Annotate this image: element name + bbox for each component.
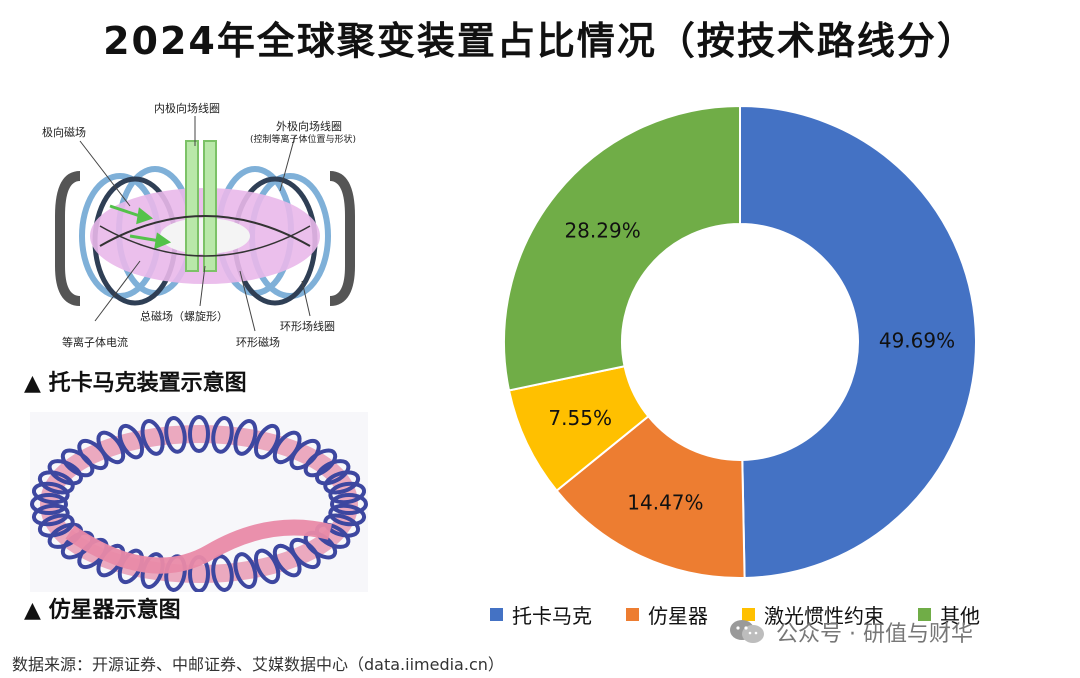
stellarator-coil xyxy=(303,448,338,478)
slice-label: 28.29% xyxy=(564,218,640,242)
legend-swatch xyxy=(918,608,931,621)
legend-label: 激光惯性约束 xyxy=(764,604,884,628)
tokamak-caption: ▲ 托卡马克装置示意图 xyxy=(24,371,247,396)
stellarator-coil xyxy=(117,423,145,460)
stellarator-illustration xyxy=(30,415,368,593)
stellarator-coil xyxy=(31,481,70,505)
stellarator-caption: ▲ 仿星器示意图 xyxy=(24,598,181,623)
label-inner-coil: 内极向场线圈 xyxy=(154,102,220,115)
wechat-icon xyxy=(730,620,764,643)
stellarator-coil xyxy=(188,415,210,453)
tokamak-diagram: 内极向场线圈 外极向场线圈 (控制等离子体位置与形状) 极向磁场 总磁场（螺旋形… xyxy=(40,96,370,356)
stellarator-coil xyxy=(211,554,234,592)
stellarator-coil xyxy=(96,430,126,465)
legend-label: 仿星器 xyxy=(648,604,708,628)
label-toroidal-field: 环形磁场 xyxy=(236,336,280,349)
legend-label: 其他 xyxy=(940,604,980,628)
donut-slice xyxy=(555,414,746,579)
legend-swatch xyxy=(626,608,639,621)
stellarator-coil xyxy=(31,503,70,527)
stellarator-coil xyxy=(253,423,281,460)
slice-label: 14.47% xyxy=(627,491,703,515)
data-source: 数据来源：开源证券、中邮证券、艾媒数据中心（data.iimedia.cn） xyxy=(12,655,504,674)
legend-item: 仿星器 xyxy=(626,600,708,629)
label-toroidal-coil: 环形场线圈 xyxy=(280,320,335,333)
tokamak-illustration xyxy=(55,116,355,332)
slice-label: 7.55% xyxy=(548,406,612,430)
legend-label: 托卡马克 xyxy=(512,604,592,628)
stellarator-coil xyxy=(233,552,258,590)
label-outer-coil-note: (控制等离子体位置与形状) xyxy=(250,135,357,145)
legend-swatch xyxy=(490,608,503,621)
stellarator-coil xyxy=(253,548,281,585)
slice-label: 49.69% xyxy=(879,328,955,352)
label-poloidal-field: 极向磁场 xyxy=(42,126,86,139)
label-total-field: 总磁场（螺旋形） xyxy=(140,310,228,323)
stellarator-coil xyxy=(315,459,351,486)
stellarator-coil xyxy=(328,481,367,505)
stellarator-coil xyxy=(323,513,361,538)
watermark: 公众号 · 研值与财华 xyxy=(728,616,973,648)
page-title: 2024年全球聚变装置占比情况（按技术路线分） xyxy=(103,19,977,63)
stellarator-coil xyxy=(330,493,368,515)
label-outer-coil: 外极向场线圈 xyxy=(276,120,342,133)
stellarator-coil xyxy=(30,493,68,515)
stellarator-coil xyxy=(47,522,83,549)
stellarator-coil xyxy=(37,470,75,495)
stellarator-coil xyxy=(164,416,187,454)
legend-item: 其他 xyxy=(918,600,980,629)
watermark-text: 公众号 · 研值与财华 xyxy=(776,622,973,647)
legend-swatch xyxy=(742,608,755,621)
stellarator-coil xyxy=(47,459,83,486)
stellarator-coil xyxy=(37,513,75,538)
stellarator-coil xyxy=(140,418,165,456)
legend-item: 激光惯性约束 xyxy=(742,600,884,629)
donut-slice xyxy=(739,104,977,579)
label-plasma-current: 等离子体电流 xyxy=(62,336,128,349)
donut-chart: 49.69% 14.47% 7.55% 28.29% xyxy=(503,104,977,579)
stellarator-coil xyxy=(323,470,361,495)
donut-slice xyxy=(503,104,741,392)
stellarator-coil xyxy=(233,418,258,456)
legend-item: 托卡马克 xyxy=(490,600,592,629)
stellarator-coil xyxy=(272,543,302,578)
stellarator-coil xyxy=(211,416,234,454)
stellarator-diagram xyxy=(30,412,368,593)
chart-legend: 托卡马克 仿星器 激光惯性约束 其他 xyxy=(490,600,1014,629)
stellarator-coil xyxy=(328,503,367,527)
